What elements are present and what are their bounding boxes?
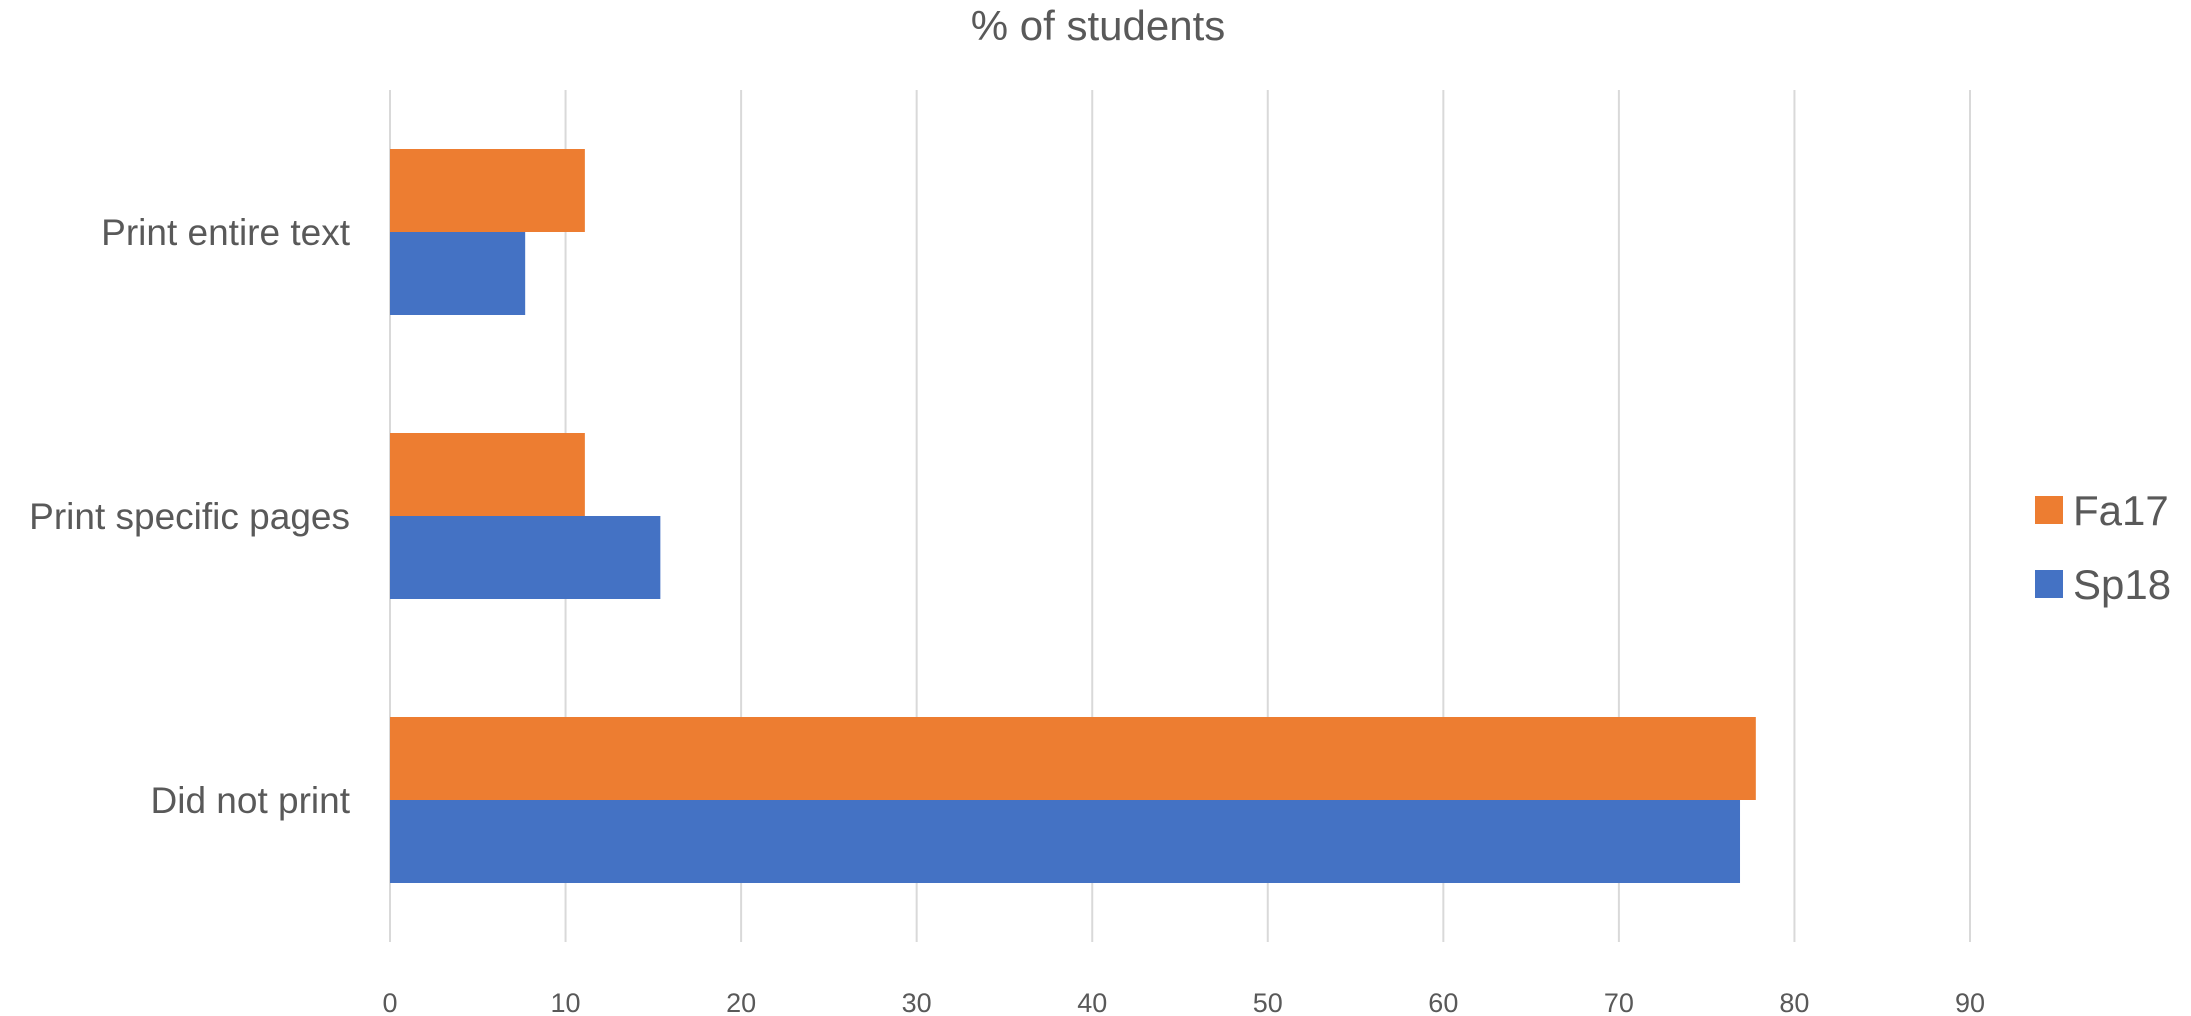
legend-label-sp18: Sp18 <box>2073 561 2171 608</box>
x-tick-label: 80 <box>1779 988 1809 1016</box>
bar-sp18-0 <box>390 232 526 315</box>
x-tick-label: 60 <box>1428 988 1458 1016</box>
x-tick-label: 50 <box>1253 988 1283 1016</box>
category-labels: Print entire text Print specific pages Did… <box>29 212 351 821</box>
legend: Fa17 Sp18 <box>2035 487 2171 608</box>
bar-fa17-0 <box>390 149 585 232</box>
x-tick-label: 0 <box>382 988 397 1016</box>
bar-sp18-1 <box>390 516 661 599</box>
legend-swatch-sp18 <box>2035 570 2063 598</box>
x-tick-label: 10 <box>551 988 581 1016</box>
x-tick-label: 30 <box>902 988 932 1016</box>
x-tick-label: 20 <box>726 988 756 1016</box>
bars <box>390 149 1756 883</box>
chart-title: % of students <box>971 2 1225 49</box>
category-label: Print entire text <box>101 212 351 253</box>
x-tick-label: 70 <box>1604 988 1634 1016</box>
bar-sp18-2 <box>390 800 1741 883</box>
category-label: Did not print <box>151 780 351 821</box>
legend-label-fa17: Fa17 <box>2073 487 2169 534</box>
bar-fa17-1 <box>390 433 585 516</box>
x-tick-label: 90 <box>1955 988 1985 1016</box>
x-tick-label: 40 <box>1077 988 1107 1016</box>
x-tick-labels: 0 10 20 30 40 50 60 70 80 90 <box>382 988 1985 1016</box>
legend-swatch-fa17 <box>2035 496 2063 524</box>
category-label: Print specific pages <box>29 496 350 537</box>
bar-fa17-2 <box>390 717 1756 800</box>
